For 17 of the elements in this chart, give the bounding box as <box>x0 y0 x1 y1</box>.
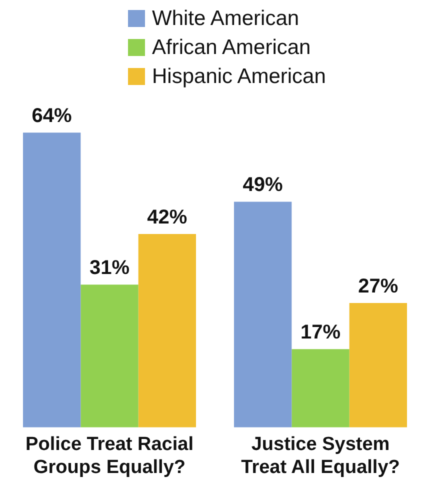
legend-label: White American <box>152 6 300 30</box>
data-label: 64% <box>32 105 72 128</box>
x-tick-label: Justice System Treat All Equally? <box>241 434 400 478</box>
data-label: 49% <box>242 174 284 196</box>
legend-label: Hispanic American <box>152 64 326 88</box>
data-label: 42% <box>147 206 188 228</box>
legend-label: African American <box>152 36 311 60</box>
data-label: 31% <box>89 257 130 280</box>
bar <box>349 303 408 428</box>
bar <box>292 349 350 428</box>
data-label: 27% <box>358 276 398 298</box>
x-tick-label: Police Treat Racial Groups Equally? <box>26 434 194 478</box>
data-label: 17% <box>300 322 341 344</box>
bar <box>234 202 292 428</box>
bar <box>22 132 81 428</box>
bar <box>138 234 196 428</box>
bar <box>80 284 138 428</box>
